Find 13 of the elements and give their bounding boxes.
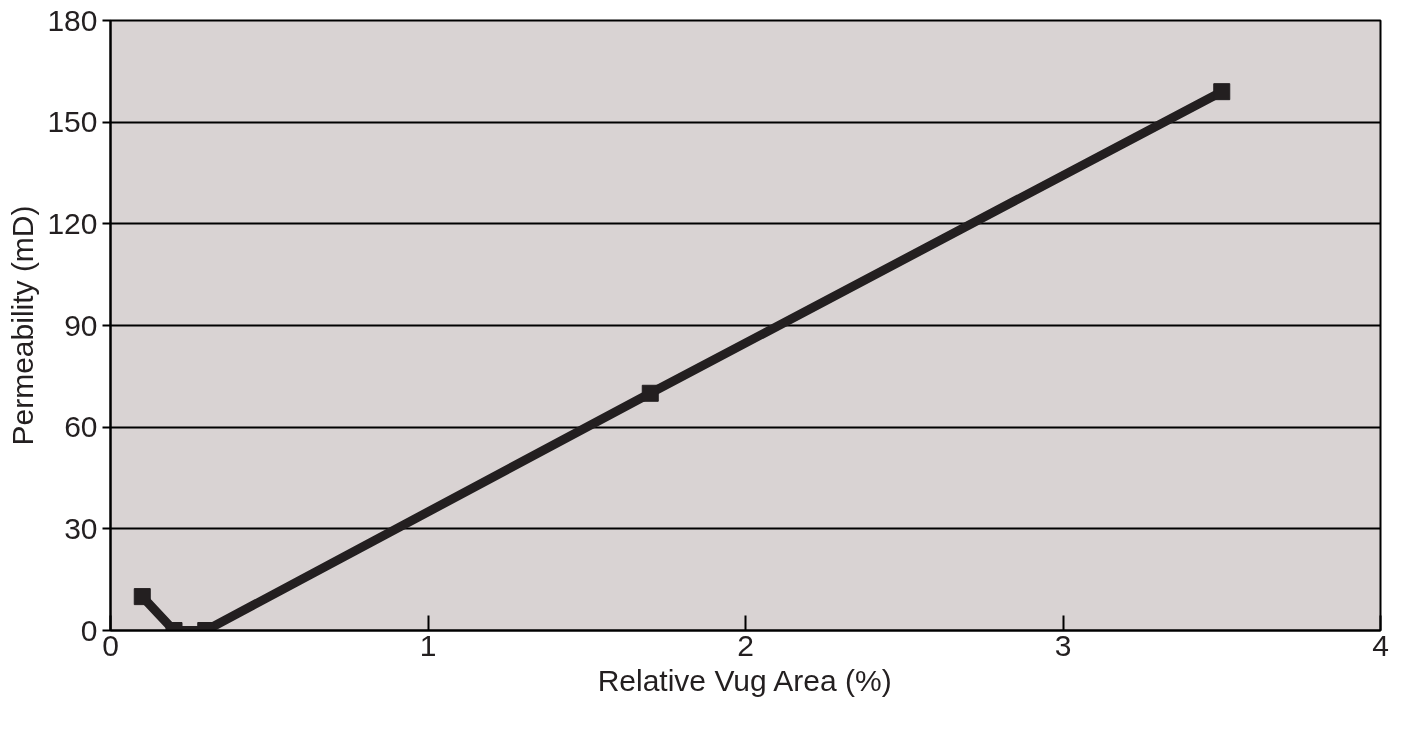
y-tick-label: 30: [64, 511, 98, 545]
x-tick-label: 3: [1054, 628, 1072, 662]
x-tick-label: 4: [1372, 628, 1389, 662]
y-tick-label: 180: [47, 3, 98, 37]
y-tick-label: 90: [64, 308, 98, 342]
x-tick-label: 1: [419, 628, 437, 662]
x-axis-title: Relative Vug Area (%): [597, 663, 892, 697]
y-tick-label: 120: [47, 206, 98, 240]
y-axis-title: Permeability (mD): [6, 205, 40, 446]
y-tick-label: 150: [47, 105, 98, 139]
x-tick-label: 2: [737, 628, 754, 662]
y-tick-label: 60: [64, 410, 98, 444]
x-tick-label: 0: [102, 628, 119, 662]
